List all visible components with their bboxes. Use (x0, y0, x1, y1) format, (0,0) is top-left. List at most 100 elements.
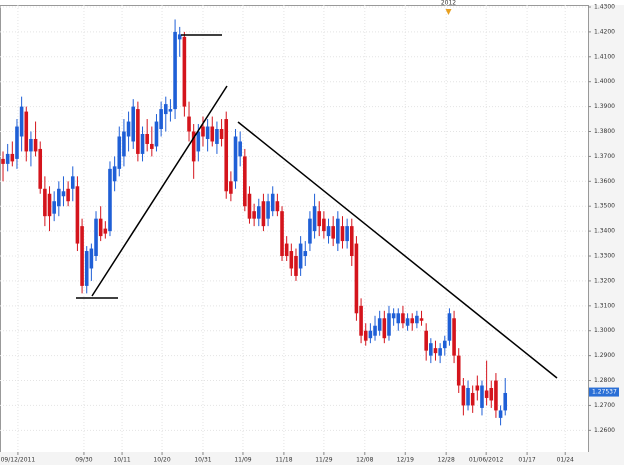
candle-body (354, 243, 359, 314)
candle-body (154, 121, 159, 147)
candle-body (94, 218, 98, 257)
candle-body (173, 31, 177, 110)
candle-body (47, 193, 52, 217)
y-tick-label: 1.2900 (594, 352, 615, 359)
candle-body (43, 188, 47, 217)
candle-body (10, 153, 15, 162)
y-tick-label: 1.3000 (594, 327, 615, 334)
candle-body (182, 36, 187, 107)
candle-body (75, 186, 80, 244)
y-tick-label: 1.4300 (594, 3, 615, 10)
candle-body (405, 318, 410, 326)
candle-body (303, 251, 308, 257)
candle-body (447, 313, 452, 341)
x-tick-label: 01/24 (557, 457, 574, 464)
y-tick-label: 1.3400 (594, 228, 615, 235)
candle-body (345, 226, 349, 242)
trend-line (91, 85, 228, 297)
candle-body (503, 392, 508, 411)
candle-body (89, 248, 94, 269)
y-tick-label: 1.3100 (594, 302, 615, 309)
drawings (76, 34, 558, 379)
candle-body (57, 188, 61, 207)
candle-body (33, 138, 38, 152)
candle-body (131, 106, 136, 142)
candle-body (103, 228, 108, 234)
y-tick-label: 1.2600 (594, 427, 615, 434)
candle-body (452, 318, 456, 356)
candle-body (61, 191, 66, 197)
candle-body (498, 410, 503, 418)
candle-body (243, 156, 247, 207)
candle-body (494, 380, 498, 411)
candle-body (284, 243, 289, 257)
x-tick-label: 01/06/2012 (469, 457, 504, 464)
candle-body (112, 166, 117, 182)
x-tick-label: 12/19 (397, 457, 414, 464)
y-tick-label: 1.4100 (594, 53, 615, 60)
candle-body (484, 390, 489, 398)
candle-body (489, 388, 494, 401)
x-tick-label: 12/08 (356, 457, 373, 464)
candle-body (442, 340, 447, 349)
candle-body (224, 119, 229, 192)
y-tick-label: 1.3900 (594, 103, 615, 110)
candle-body (66, 188, 70, 202)
candle-body (38, 148, 43, 189)
candle-body (205, 126, 210, 139)
candle-body (215, 129, 219, 144)
candle-body (275, 201, 280, 212)
trend-line (237, 121, 558, 379)
candle-body (219, 129, 224, 139)
candle-body (122, 131, 126, 157)
plot-area (0, 5, 589, 453)
x-tick-label: 11/29 (315, 457, 332, 464)
candle-body (475, 385, 480, 391)
y-tick-label: 1.3600 (594, 178, 615, 185)
candle-body (466, 388, 470, 406)
candle-body (15, 126, 19, 159)
candle-body (238, 141, 242, 157)
y-tick-label: 1.2700 (594, 402, 615, 409)
candle-body (177, 34, 182, 40)
price-axis (589, 5, 624, 452)
y-tick-label: 1.2800 (594, 377, 615, 384)
candle-body (438, 348, 442, 356)
candle-body (336, 218, 340, 244)
candle-body (373, 325, 377, 336)
x-tick-label: 12/28 (438, 457, 455, 464)
candle-body (480, 385, 484, 408)
candle-body (359, 305, 363, 336)
candle-body (331, 226, 335, 239)
candle-body (70, 176, 75, 189)
candle-body (1, 158, 5, 164)
candle-body (117, 136, 122, 169)
y-tick-label: 1.3200 (594, 277, 615, 284)
candle-body (401, 313, 405, 324)
time-axis (0, 452, 624, 465)
candle-body (377, 318, 382, 331)
candle-body (317, 211, 322, 227)
candle-body (326, 226, 331, 237)
candle-body (410, 318, 415, 324)
candle-body (391, 313, 396, 319)
candle-body (256, 206, 261, 219)
candle-body (424, 330, 428, 351)
candle-body (210, 126, 215, 142)
candle-body (266, 201, 270, 219)
candle-body (19, 106, 24, 137)
candle-body (294, 256, 298, 276)
candle-body (387, 313, 391, 336)
y-tick-label: 1.3300 (594, 253, 615, 260)
candle-body (187, 116, 191, 132)
candle-body (98, 218, 103, 237)
candle-body (461, 385, 466, 406)
candle-body (470, 392, 475, 406)
candle-body (429, 343, 433, 356)
candle-body (136, 109, 140, 154)
candle-body (247, 193, 252, 219)
candle-body (340, 226, 345, 242)
candle-body (382, 318, 387, 339)
candle-body (159, 109, 163, 130)
y-tick-label: 1.4200 (594, 28, 615, 35)
